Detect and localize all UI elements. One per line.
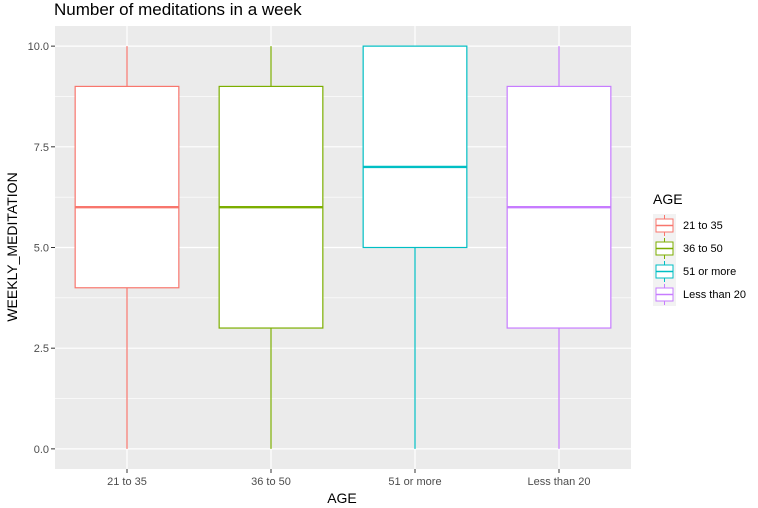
box-iqr (362, 45, 468, 249)
legend-key-0 (653, 214, 676, 237)
legend-key-2 (653, 260, 676, 283)
legend-label: 36 to 50 (683, 243, 723, 255)
legend-label: 21 to 35 (683, 220, 723, 232)
box-1 (218, 46, 324, 449)
y-axis: 0.0 2.5 5.0 7.5 10.0 (28, 41, 55, 456)
legend-label: Less than 20 (683, 289, 746, 301)
x-tick-label: Less than 20 (528, 476, 591, 488)
y-tick-label: 5.0 (34, 243, 49, 255)
legend-key-1 (653, 237, 676, 260)
x-axis-title: AGE (327, 490, 357, 506)
legend: AGE 21 to 35 36 to 50 51 or more Less than … (653, 191, 746, 306)
boxes (74, 45, 612, 449)
legend-key-3 (653, 283, 676, 306)
y-axis-title: WEEKLY_MEDITATION (4, 172, 20, 321)
x-axis: 21 to 35 36 to 50 51 or more Less than 20 (107, 469, 591, 488)
x-tick-label: 51 or more (388, 476, 441, 488)
y-tick-label: 0.0 (34, 444, 49, 456)
chart-title: Number of meditations in a week (54, 0, 302, 19)
y-tick-label: 7.5 (34, 142, 49, 154)
x-tick-label: 21 to 35 (107, 476, 147, 488)
box-3 (506, 46, 612, 449)
box-0 (74, 46, 180, 449)
legend-title: AGE (653, 191, 683, 207)
x-tick-label: 36 to 50 (251, 476, 291, 488)
legend-label: 51 or more (683, 266, 736, 278)
box-iqr (74, 85, 180, 289)
box-2 (362, 45, 468, 449)
y-tick-label: 2.5 (34, 343, 49, 355)
y-tick-label: 10.0 (28, 41, 49, 53)
